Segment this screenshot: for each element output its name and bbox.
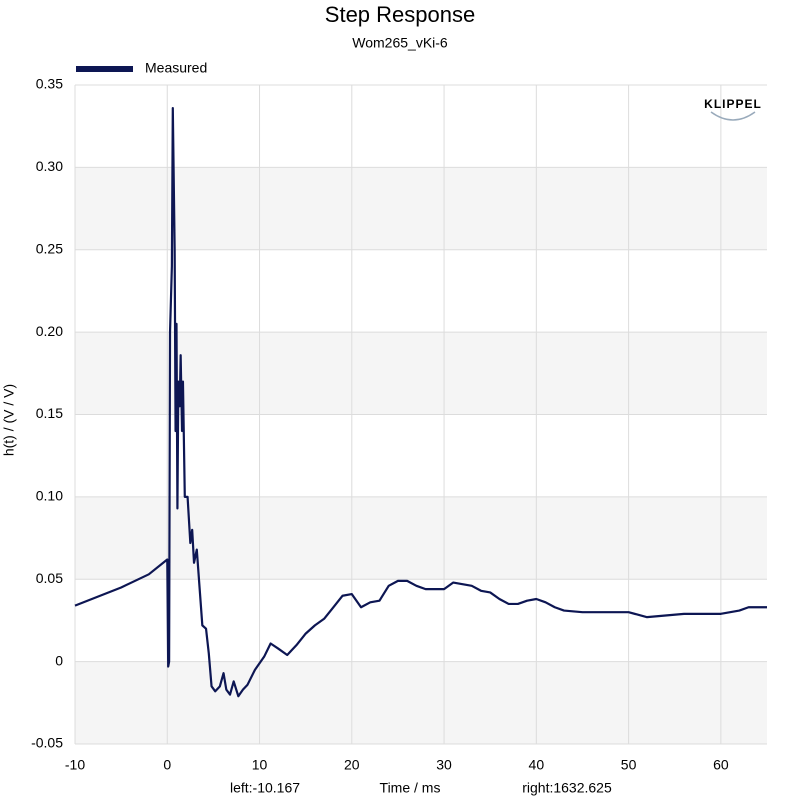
y-tick-label: 0.05 [36,570,63,586]
x-tick-label: 50 [621,757,637,773]
y-tick-label: 0.30 [36,158,63,174]
plot-band [75,167,767,250]
y-tick-label: 0.15 [36,405,63,421]
y-tick-label: 0.20 [36,323,63,339]
chart-title: Step Response [325,2,475,27]
y-tick-label: 0 [55,652,63,668]
x-tick-label: 30 [436,757,452,773]
x-tick-label: -10 [65,757,85,773]
data-line [74,106,767,698]
x-axis-label: Time / ms [380,780,441,796]
x-tick-label: 10 [252,757,268,773]
x-tick-label: 60 [713,757,729,773]
x-tick-label: 40 [529,757,545,773]
x-tick-label: 0 [163,757,171,773]
logo-arc [710,111,756,121]
x-tick-label: 20 [344,757,360,773]
annotation: left:-10.167 [230,780,300,796]
logo: KLIPPEL [704,97,762,111]
plot-band [75,332,767,415]
annotation: right:1632.625 [522,780,612,796]
y-tick-label: 0.10 [36,488,63,504]
y-axis-label: h(t) / (V / V) [1,384,17,456]
y-tick-label: -0.05 [31,735,63,751]
plot-band [75,496,767,580]
chart-subtitle: Wom265_vKi-6 [352,35,448,51]
y-tick-label: 0.25 [36,240,63,256]
y-tick-label: 0.35 [36,76,63,92]
legend-label: Measured [145,60,207,76]
plot-band [75,661,767,744]
